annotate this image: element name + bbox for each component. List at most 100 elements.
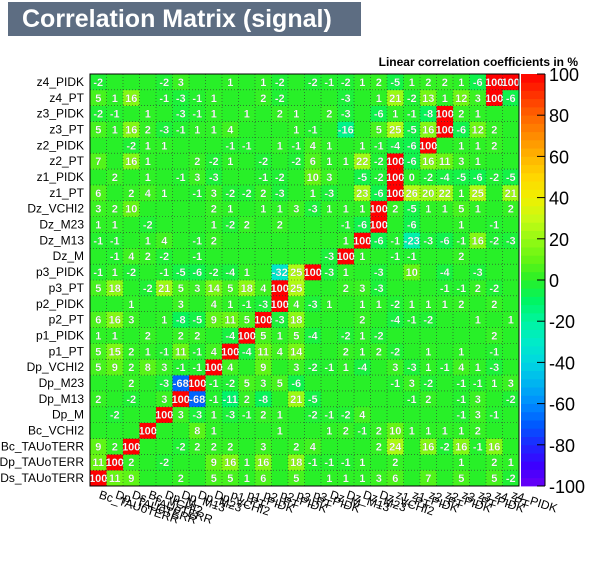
cell-value-label: -4 xyxy=(390,140,401,152)
heatmap-cell xyxy=(420,359,437,376)
heatmap-cell xyxy=(255,438,272,455)
heatmap-cell xyxy=(271,264,289,281)
heatmap-cell xyxy=(123,169,140,186)
colorbar-swatch xyxy=(521,444,545,454)
heatmap-cell xyxy=(172,169,190,186)
heatmap-cell xyxy=(189,375,206,392)
heatmap-cell xyxy=(370,248,388,265)
heatmap-cell xyxy=(370,406,388,423)
heatmap-cell xyxy=(205,121,223,138)
heatmap-cell xyxy=(139,200,157,217)
cell-value-label: 2 xyxy=(392,204,398,216)
cell-value-label: -5 xyxy=(506,172,516,184)
heatmap-cell xyxy=(321,121,338,138)
cell-value-label: 14 xyxy=(208,283,221,295)
cell-value-label: -6 xyxy=(374,188,384,200)
cell-value-label: 2 xyxy=(244,394,250,406)
heatmap-cell xyxy=(172,359,190,376)
cell-value-label: 0 xyxy=(409,172,415,184)
heatmap-cell xyxy=(486,295,503,312)
cell-value-label: -3 xyxy=(341,93,351,105)
cell-value-label: 100 xyxy=(353,235,371,247)
heatmap-cell xyxy=(172,422,190,439)
cell-value-label: 1 xyxy=(343,362,349,374)
heatmap-cell xyxy=(288,248,305,265)
cell-value-label: 2 xyxy=(244,220,250,232)
heatmap-cell xyxy=(205,184,223,202)
heatmap-cell xyxy=(205,375,223,392)
heatmap-cell xyxy=(271,169,289,186)
cell-value-label: 1 xyxy=(326,299,332,311)
cell-value-label: 1 xyxy=(359,251,365,263)
heatmap-cell xyxy=(354,406,371,423)
cell-value-label: 2 xyxy=(211,441,217,453)
cell-value-label: -3 xyxy=(473,267,483,279)
heatmap-cell xyxy=(288,295,305,312)
cell-value-label: 5 xyxy=(95,283,101,295)
cell-value-label: -1 xyxy=(456,235,466,247)
heatmap-cell xyxy=(337,327,355,344)
heatmap-cell xyxy=(304,327,322,344)
heatmap-cell xyxy=(502,359,520,376)
heatmap-cell xyxy=(90,89,107,106)
heatmap-cell xyxy=(123,74,140,91)
heatmap-cell xyxy=(172,216,190,233)
cell-value-label: 100 xyxy=(172,394,190,406)
heatmap-cell xyxy=(420,454,437,471)
heatmap-cell xyxy=(238,74,256,91)
heatmap-cell xyxy=(189,470,206,487)
heatmap-cell xyxy=(337,216,355,233)
heatmap-cell xyxy=(205,311,223,328)
heatmap-cell xyxy=(222,248,239,265)
heatmap-cell xyxy=(321,264,338,281)
cell-value-label: -1 xyxy=(176,362,186,374)
heatmap-cell xyxy=(106,153,124,170)
y-tick-label: Ds_TAUoTERR xyxy=(0,471,84,485)
cell-value-label: 2 xyxy=(145,251,151,263)
cell-value-label: -1 xyxy=(456,378,466,390)
colorbar-tick-label: 20 xyxy=(549,230,569,250)
cell-value-label: -5 xyxy=(357,172,367,184)
cell-value-label: 4 xyxy=(161,235,168,247)
cell-value-label: 16 xyxy=(125,156,137,168)
colorbar-swatch xyxy=(521,395,545,404)
heatmap-cell xyxy=(387,74,404,91)
heatmap-cell xyxy=(238,89,256,106)
cell-value-label: 1 xyxy=(458,457,464,469)
heatmap-cell xyxy=(123,216,140,233)
heatmap-cell xyxy=(106,406,124,423)
heatmap-cell xyxy=(271,105,289,122)
heatmap-cell xyxy=(288,232,305,249)
heatmap-cell xyxy=(139,311,157,328)
cell-value-label: 11 xyxy=(439,156,451,168)
cell-value-label: 9 xyxy=(128,473,134,485)
heatmap-cell xyxy=(403,406,421,423)
cell-value-label: -3 xyxy=(176,109,186,121)
heatmap-cell xyxy=(222,137,239,154)
cell-value-label: -6 xyxy=(291,378,301,390)
heatmap-cell xyxy=(123,454,140,471)
heatmap-cell xyxy=(189,74,206,91)
heatmap-cell xyxy=(288,343,305,360)
heatmap-cell xyxy=(403,200,421,217)
heatmap-cell xyxy=(271,343,289,360)
heatmap-cell xyxy=(106,137,124,154)
cell-value-label: 100 xyxy=(386,188,404,200)
cell-value-label: 1 xyxy=(145,235,151,247)
cell-value-label: 4 xyxy=(310,140,317,152)
heatmap-cell xyxy=(189,105,206,122)
cell-value-label: 5 xyxy=(178,283,184,295)
cell-value-label: 5 xyxy=(211,473,217,485)
cell-value-label: 4 xyxy=(145,188,152,200)
cell-value-label: 1 xyxy=(392,109,398,121)
heatmap-cell xyxy=(238,105,256,122)
heatmap-cell xyxy=(139,390,157,408)
heatmap-cell xyxy=(238,248,256,265)
heatmap-cell xyxy=(469,216,487,233)
heatmap-cell xyxy=(189,200,206,217)
heatmap-cell xyxy=(469,311,487,328)
heatmap-cell xyxy=(502,375,520,392)
heatmap-cell xyxy=(436,121,454,138)
heatmap-cell xyxy=(139,343,157,360)
cell-value-label: 1 xyxy=(508,457,514,469)
